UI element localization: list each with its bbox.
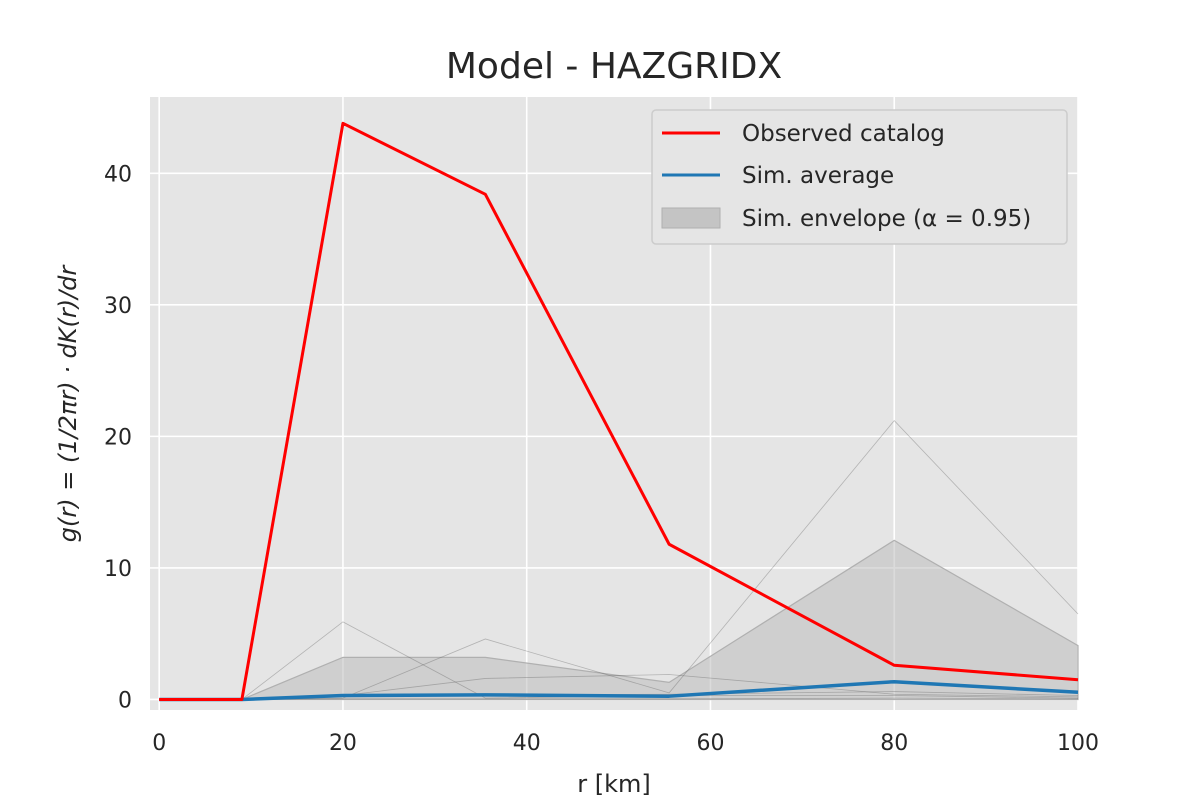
x-tick-label: 60: [696, 731, 724, 756]
legend-box: [651, 109, 1068, 245]
x-axis-title: r [km]: [577, 770, 651, 798]
y-tick-label: 20: [104, 425, 132, 450]
legend: Observed catalog Sim. average Sim. envel…: [651, 109, 1068, 245]
legend-label-envelope: Sim. envelope (α = 0.95): [742, 206, 1031, 232]
chart-title: Model - HAZGRIDX: [446, 46, 782, 87]
y-tick-label: 30: [104, 294, 132, 319]
observed-catalog-line: [159, 121, 1079, 701]
sim-envelope-area: [159, 539, 1079, 701]
y-tick-label: 0: [118, 688, 132, 713]
legend-swatch-envelope: [661, 207, 721, 229]
x-tick-label: 100: [1057, 731, 1099, 756]
y-tick-label: 40: [104, 162, 132, 187]
y-axis-title: g(r) = (1/2πr) · dK(r)/dr: [54, 264, 82, 543]
x-tick-label: 20: [329, 731, 357, 756]
tick-labels: 0 20 40 60 80 100 0 10 20 30 40: [104, 162, 1099, 756]
envelope-layer: [159, 539, 1079, 701]
legend-label-observed: Observed catalog: [742, 121, 945, 147]
x-tick-label: 40: [513, 731, 541, 756]
x-tick-label: 0: [152, 731, 166, 756]
series-layer: [159, 121, 1079, 702]
x-tick-label: 80: [880, 731, 908, 756]
y-tick-label: 10: [104, 557, 132, 582]
legend-label-average: Sim. average: [742, 163, 894, 189]
